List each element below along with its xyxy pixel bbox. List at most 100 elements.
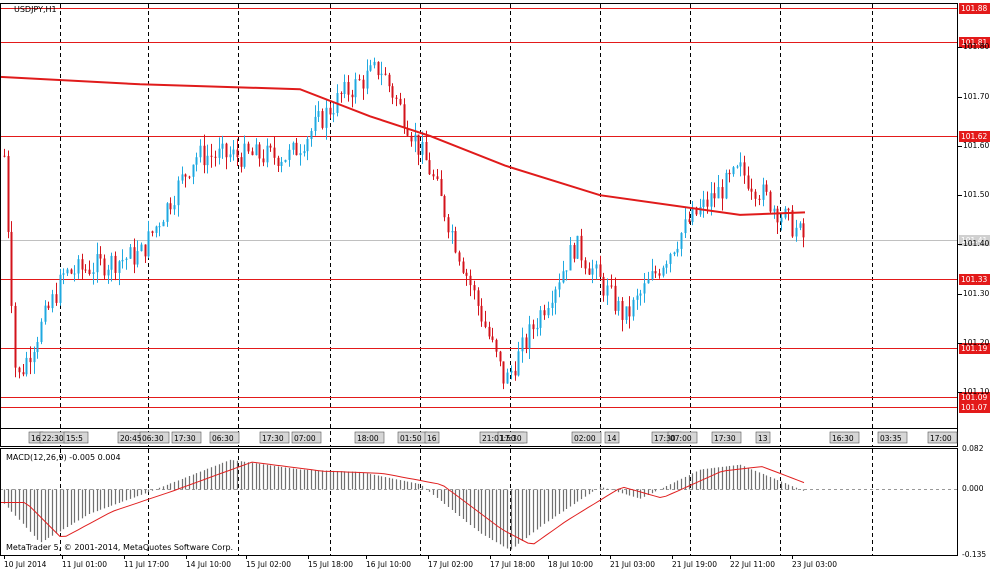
candle-body: [406, 128, 409, 136]
candle-body: [706, 199, 709, 207]
candle-body: [651, 271, 654, 280]
candle-body: [10, 231, 13, 306]
event-marker-label: 16: [427, 433, 437, 443]
candle-body: [366, 70, 369, 89]
candle-body: [59, 274, 62, 303]
candle-body: [495, 339, 498, 352]
price-tick-label: 101.80: [963, 42, 990, 51]
event-marker-label: 17:00: [930, 433, 952, 443]
time-tick-label: 22 Jul 11:00: [730, 560, 775, 569]
candle-body: [343, 81, 346, 95]
event-marker-label: 06:30: [142, 433, 164, 443]
candle-body: [588, 268, 591, 275]
candle-body: [787, 208, 790, 211]
candle-body: [73, 273, 76, 275]
watermark: MetaTrader 5, © 2001-2014, MetaQuotes So…: [6, 543, 234, 552]
event-marker-label: 17:30: [262, 433, 284, 443]
frames: [0, 3, 958, 559]
candle-body: [684, 219, 687, 234]
candle-body: [780, 217, 783, 223]
candle-body: [565, 270, 568, 272]
symbol-label: USDJPY,H1: [14, 5, 57, 14]
candle-body: [614, 285, 617, 311]
candle-body: [199, 145, 202, 158]
candle-body: [673, 252, 676, 255]
event-marker-tag: [171, 431, 202, 444]
candle-body: [747, 175, 750, 189]
candle-body: [621, 301, 624, 320]
candle-body: [458, 252, 461, 262]
candle-body: [769, 191, 772, 212]
candle-body: [151, 231, 154, 233]
level-tag: [959, 3, 990, 14]
candle-body: [229, 154, 232, 158]
candle-body: [192, 164, 195, 177]
moving-average: [0, 75, 806, 216]
candle-body: [25, 357, 28, 375]
candle-body: [77, 259, 80, 274]
event-marker-label: 06:30: [212, 433, 234, 443]
level-tag: [959, 131, 990, 142]
candle-body: [480, 305, 483, 322]
time-tick-label: 17 Jul 02:00: [428, 560, 473, 569]
candle-body: [665, 263, 668, 268]
candle-body: [547, 307, 550, 316]
candle-body: [636, 295, 639, 300]
candle-body: [347, 81, 350, 95]
candle-body: [51, 294, 54, 309]
candle-body: [447, 217, 450, 233]
current-price-label: 101.41: [961, 236, 988, 245]
candle-body: [732, 167, 735, 175]
candle-body: [599, 264, 602, 277]
candle-body: [103, 258, 106, 276]
event-marker-tag: [354, 431, 385, 444]
candle-body: [425, 142, 428, 161]
time-tick-label: 21 Jul 19:00: [672, 560, 717, 569]
event-marker-tag: [877, 431, 908, 444]
level-label: 101.81: [961, 38, 988, 47]
event-marker-tag: [291, 431, 322, 444]
candle-body: [762, 184, 765, 200]
candle-body: [436, 176, 439, 179]
level-label: 101.07: [961, 403, 988, 412]
candle-body: [377, 61, 380, 76]
candle-body: [473, 285, 476, 291]
candle-body: [321, 111, 324, 128]
candle-body: [591, 268, 594, 275]
time-tick-label: 11 Jul 17:00: [124, 560, 169, 569]
macd-frame: [0, 448, 958, 556]
candle-body: [47, 305, 50, 309]
candle-body: [643, 283, 646, 294]
event-marker-tag: [424, 431, 440, 444]
grid-layer: [60, 4, 873, 555]
candle-body: [477, 290, 480, 306]
time-tick-label: 17 Jul 18:00: [490, 560, 535, 569]
candle-body: [576, 235, 579, 259]
candle-body: [802, 223, 805, 238]
candle-body: [129, 247, 132, 259]
level-label: 101.19: [961, 344, 988, 353]
candle-body: [184, 174, 187, 177]
level-tag: [959, 392, 990, 403]
candle-body: [118, 261, 121, 273]
candle-body: [92, 272, 95, 275]
candle-body: [776, 208, 779, 223]
candle-body: [107, 269, 110, 276]
candle-body: [717, 187, 720, 199]
candle-body: [699, 206, 702, 215]
event-marker-label: 13: [758, 433, 768, 443]
candle-body: [369, 65, 372, 71]
candle-body: [532, 324, 535, 330]
macd-pane: [0, 459, 958, 550]
ma-line: [0, 75, 806, 216]
candle-body: [121, 259, 124, 262]
candle-body: [454, 231, 457, 253]
candle-body: [440, 178, 443, 197]
price-tick-label: 101.30: [963, 289, 990, 298]
candle-body: [354, 79, 357, 98]
candle-body: [7, 155, 10, 232]
candle-body: [432, 174, 435, 177]
candle-body: [539, 310, 542, 328]
